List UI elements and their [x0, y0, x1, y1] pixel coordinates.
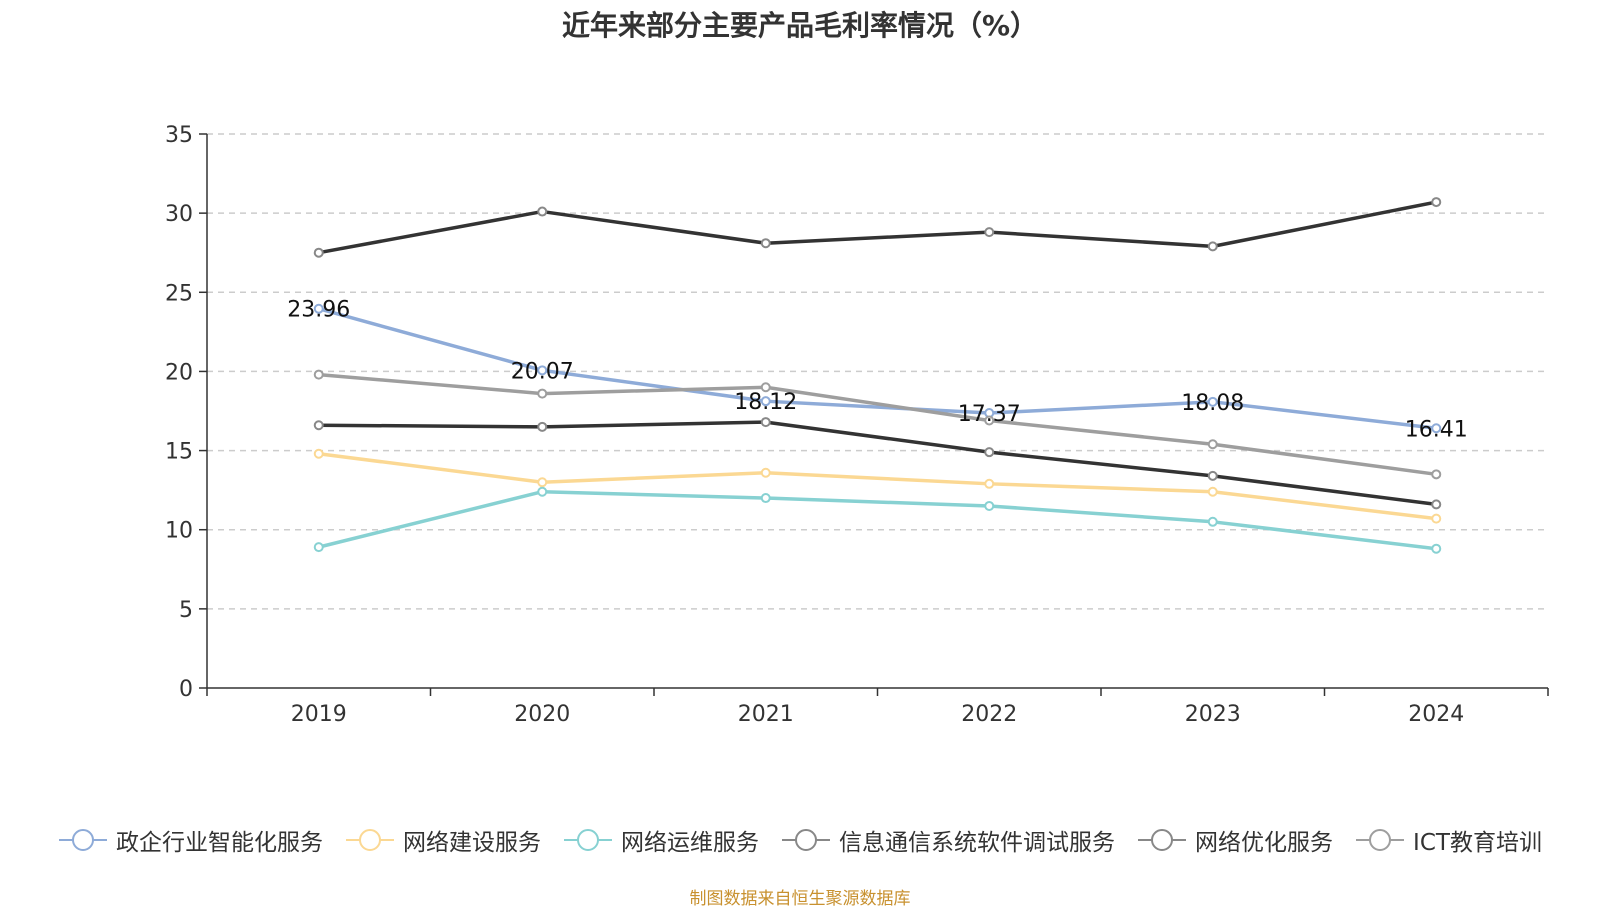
legend-swatch-icon [1356, 829, 1405, 851]
data-point [537, 486, 548, 497]
legend-item[interactable]: 网络优化服务 [1137, 823, 1333, 857]
x-tick-label: 2022 [961, 702, 1017, 727]
y-tick-label: 25 [165, 281, 193, 306]
legend: 政企行业智能化服务 网络建设服务 网络运维服务 信息通信系统软件调试服务 网络优化服务 I… [0, 820, 1600, 860]
data-point [537, 477, 548, 488]
x-tick-label: 2023 [1185, 702, 1241, 727]
series-line-6 [318, 372, 1437, 477]
data-point [1207, 470, 1218, 481]
y-tick-label: 0 [179, 677, 193, 702]
data-point [760, 493, 771, 504]
legend-label: 政企行业智能化服务 [116, 830, 324, 856]
data-point [313, 369, 324, 380]
data-label: 23.96 [287, 298, 350, 323]
legend-marker [577, 829, 600, 851]
data-point [984, 478, 995, 489]
legend-swatch-icon [59, 829, 108, 851]
data-point [1431, 499, 1442, 510]
legend-item[interactable]: 网络建设服务 [345, 823, 541, 857]
data-point [537, 388, 548, 399]
legend-item[interactable]: 信息通信系统软件调试服务 [781, 823, 1115, 857]
x-tick-label: 2021 [738, 702, 794, 727]
data-point [1207, 241, 1218, 252]
series-line-5 [318, 420, 1437, 507]
data-point [313, 420, 324, 431]
data-point [313, 303, 324, 314]
legend-label: ICT教育培训 [1413, 830, 1542, 856]
data-point [984, 227, 995, 238]
legend-marker [1369, 829, 1392, 851]
y-tick-label: 10 [165, 519, 193, 544]
data-point [1431, 513, 1442, 524]
legend-item[interactable]: ICT教育培训 [1355, 823, 1542, 857]
series-line-3 [318, 489, 1437, 551]
data-point [760, 417, 771, 428]
legend-label: 网络建设服务 [403, 830, 542, 856]
data-point [313, 542, 324, 553]
data-point [537, 365, 548, 376]
legend-label: 信息通信系统软件调试服务 [839, 830, 1116, 856]
series-line-1 [318, 307, 1437, 430]
legend-item[interactable]: 网络运维服务 [563, 823, 759, 857]
legend-item[interactable]: 政企行业智能化服务 [58, 823, 323, 857]
data-point [1431, 543, 1442, 554]
data-point [1431, 197, 1442, 208]
y-tick-label: 20 [165, 360, 193, 385]
data-label: 18.12 [734, 390, 797, 415]
x-tick-label: 2020 [514, 702, 570, 727]
y-tick-label: 5 [179, 598, 193, 623]
data-point [537, 206, 548, 217]
series-lines [313, 197, 1442, 554]
data-point [1207, 486, 1218, 497]
series-line-2 [318, 452, 1437, 521]
chart-title: 近年来部分主要产品毛利率情况（%） [561, 9, 1039, 42]
y-tick-label: 35 [165, 123, 193, 148]
data-point [537, 421, 548, 432]
data-label: 20.07 [511, 359, 574, 384]
data-point [1207, 396, 1218, 407]
axes: 0 5 10 15 20 25 30 35 2019 2020 2021 2022 2023 2024 [165, 123, 1549, 727]
legend-label: 网络优化服务 [1195, 830, 1334, 856]
data-point [984, 447, 995, 458]
data-point [984, 500, 995, 511]
data-point [760, 467, 771, 478]
legend-marker [1151, 829, 1174, 851]
x-tick-label: 2024 [1408, 702, 1464, 727]
data-point [760, 396, 771, 407]
data-point [760, 238, 771, 249]
data-label: 18.08 [1181, 391, 1244, 416]
legend-swatch-icon [1138, 829, 1187, 851]
legend-swatch-icon [346, 829, 395, 851]
y-tick-label: 15 [165, 440, 193, 465]
data-label: 16.41 [1405, 417, 1468, 442]
data-label: 17.37 [958, 402, 1021, 427]
line-chart: 0 5 10 15 20 25 30 35 2019 2020 2021 2022 2023 2024 2… [165, 123, 1549, 727]
data-point [313, 448, 324, 459]
data-point [313, 247, 324, 258]
data-point [984, 415, 995, 426]
legend-swatch-icon [564, 829, 613, 851]
source-note: 制图数据来自恒生聚源数据库 [689, 889, 911, 909]
legend-marker [359, 829, 382, 851]
data-point [1431, 423, 1442, 434]
series-line-4 [318, 200, 1437, 255]
x-tick-label: 2019 [291, 702, 347, 727]
grid-lines [207, 133, 1548, 610]
data-labels: 23.96 20.07 18.12 17.37 18.08 16.41 [287, 298, 1467, 443]
legend-marker [795, 829, 818, 851]
legend-marker [72, 829, 95, 851]
data-point [1431, 469, 1442, 480]
legend-label: 网络运维服务 [621, 830, 760, 856]
legend-swatch-icon [782, 829, 831, 851]
data-point [1207, 439, 1218, 450]
data-point [1207, 516, 1218, 527]
data-point [760, 382, 771, 393]
y-tick-label: 30 [165, 202, 193, 227]
